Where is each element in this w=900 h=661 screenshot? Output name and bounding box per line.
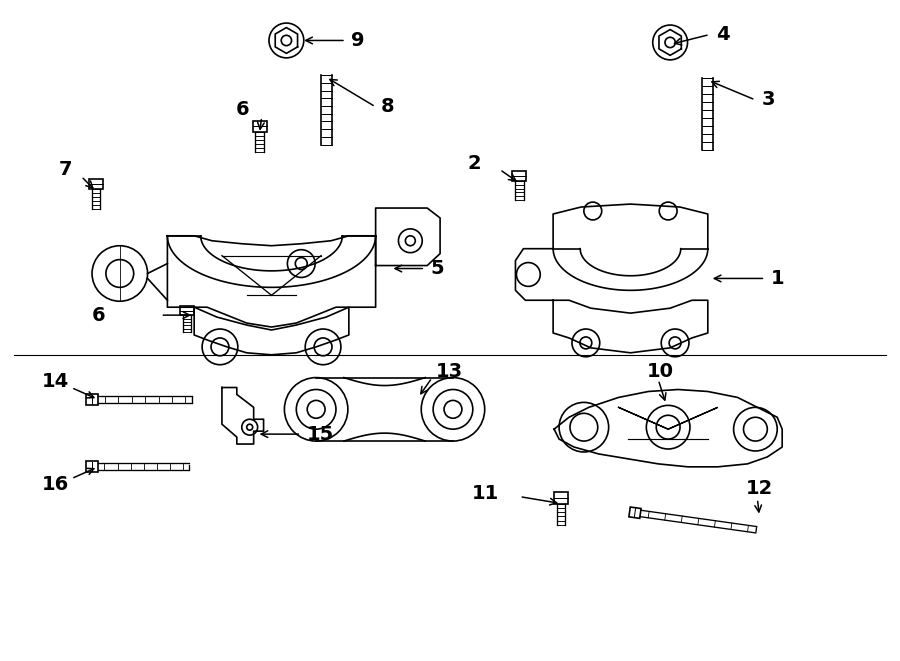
Text: 13: 13 [436,362,464,381]
Text: 10: 10 [646,362,673,381]
Text: 6: 6 [91,305,105,325]
Text: 8: 8 [381,97,394,116]
Bar [253,121,266,132]
Bar [89,178,103,189]
Text: 6: 6 [236,100,249,120]
Text: 14: 14 [41,372,68,391]
Bar [180,306,194,315]
Text: 16: 16 [41,475,68,494]
Text: 7: 7 [58,160,72,179]
Bar [554,492,568,504]
Text: 3: 3 [761,91,775,110]
Text: 4: 4 [716,25,729,44]
Text: 15: 15 [307,424,335,444]
Text: 1: 1 [771,269,785,288]
Text: 12: 12 [745,479,773,498]
Text: 11: 11 [472,484,500,503]
Text: 5: 5 [430,259,444,278]
Bar [512,171,526,181]
Text: 2: 2 [468,154,482,173]
Text: 9: 9 [351,31,364,50]
